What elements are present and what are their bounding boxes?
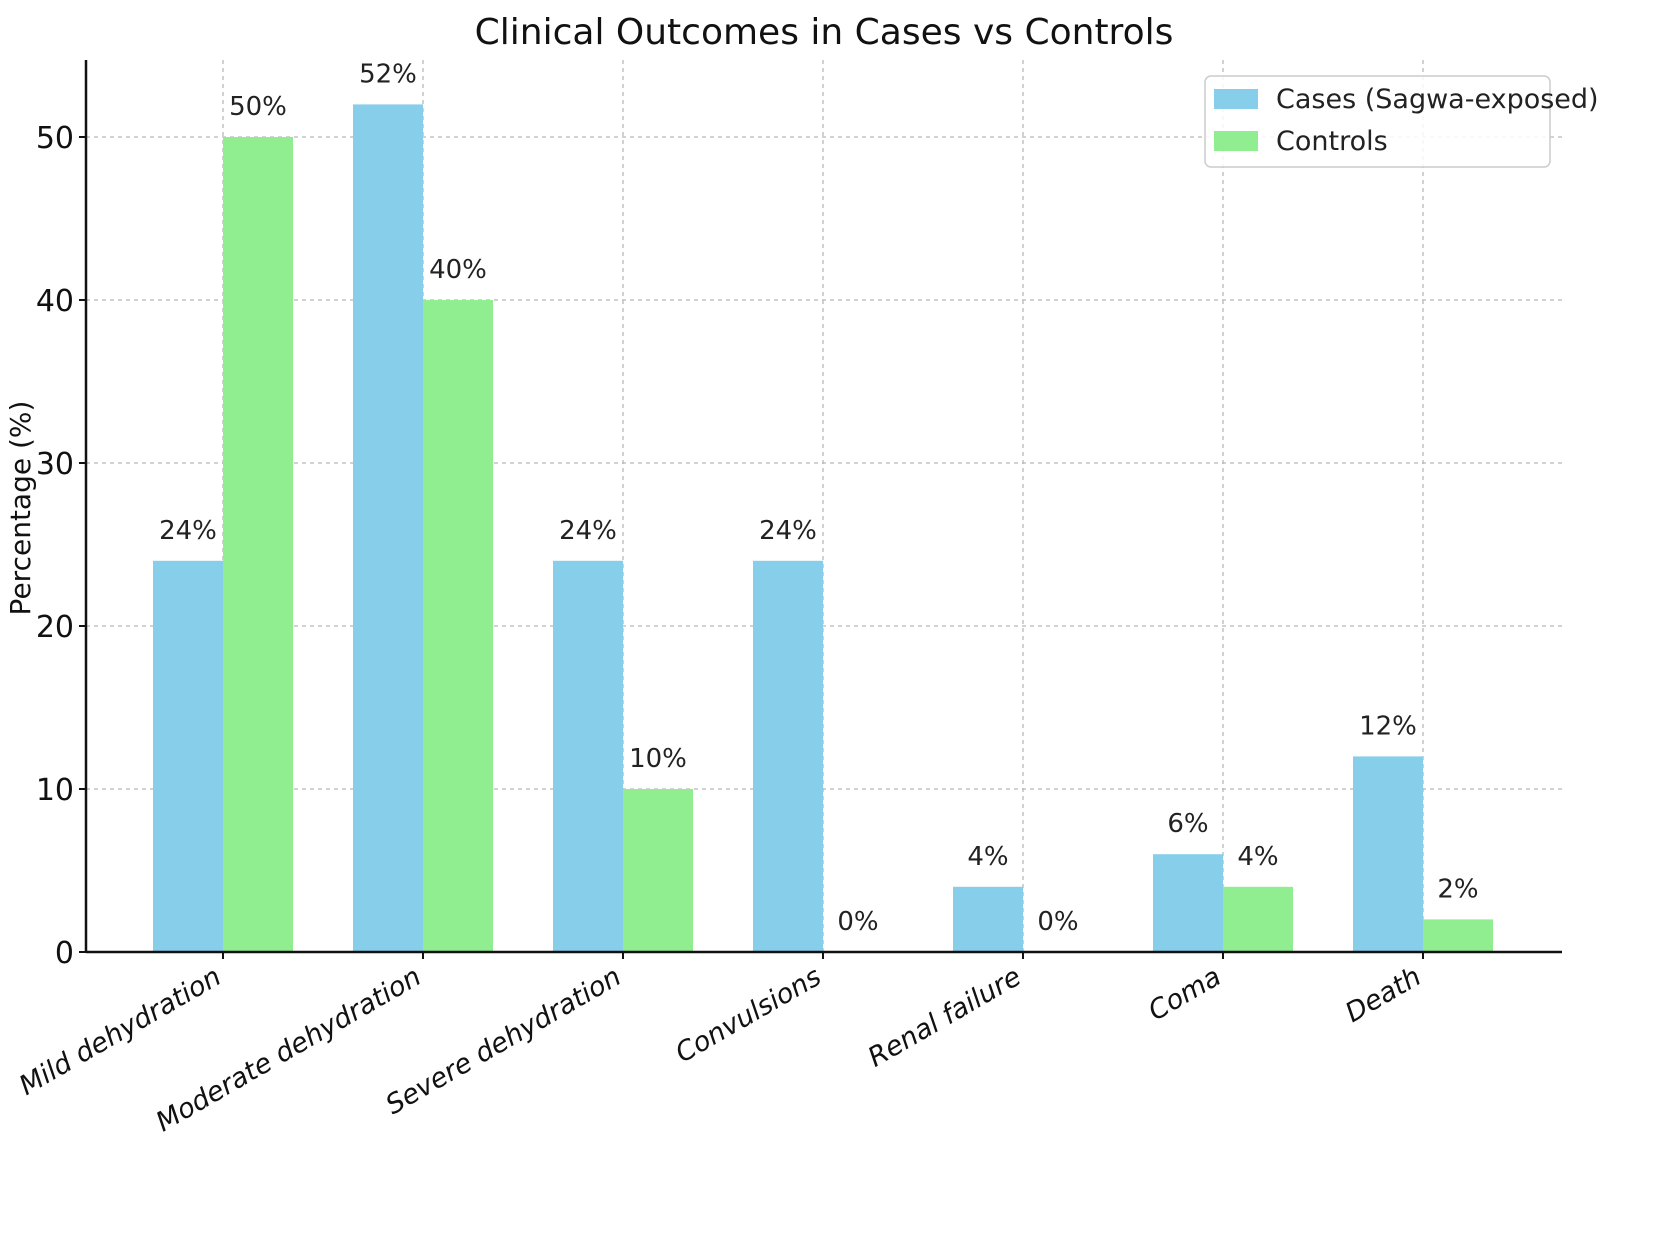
y-tick-label: 10: [36, 773, 74, 808]
y-tick-label: 20: [36, 610, 74, 645]
bar-cases: [353, 104, 423, 952]
x-tick-label: Convulsions: [670, 961, 826, 1069]
gridlines: [86, 60, 1562, 952]
x-tick-label: Renal failure: [863, 961, 1027, 1073]
bar-cases: [153, 560, 223, 952]
data-label-controls: 40%: [429, 255, 487, 285]
y-tick-label: 40: [36, 284, 74, 319]
data-label-controls: 4%: [1237, 842, 1278, 872]
y-tick-label: 30: [36, 447, 74, 482]
data-label-cases: 24%: [759, 516, 817, 546]
data-label-controls: 0%: [837, 907, 878, 937]
y-tick-label: 50: [36, 121, 74, 156]
bar-controls: [623, 789, 693, 952]
axes: [84, 60, 1562, 954]
data-label-cases: 24%: [559, 516, 617, 546]
x-tick-label: Death: [1340, 961, 1426, 1029]
data-label-controls: 10%: [629, 744, 687, 774]
bars: [153, 104, 1493, 952]
chart-title: Clinical Outcomes in Cases vs Controls: [475, 12, 1174, 53]
legend: Cases (Sagwa-exposed) Controls: [1204, 75, 1599, 168]
data-label-cases: 24%: [159, 516, 217, 546]
bar-cases: [753, 560, 823, 952]
y-ticks: 0 10 20 30 40 50: [36, 121, 86, 971]
y-axis-label: Percentage (%): [4, 401, 37, 616]
legend-label-controls: Controls: [1276, 126, 1388, 157]
bar-controls: [1223, 886, 1293, 952]
data-labels: 24% 50% 52% 40% 24% 10% 24% 0% 4% 0% 6% 4% 12% 2%: [159, 59, 1479, 937]
data-label-cases: 12%: [1359, 711, 1417, 741]
bar-controls: [223, 137, 293, 952]
bar-controls: [423, 300, 493, 952]
data-label-cases: 52%: [359, 59, 417, 89]
legend-swatch-controls: [1214, 131, 1258, 151]
bar-cases: [1353, 756, 1423, 952]
bar-cases: [1153, 854, 1223, 952]
data-label-controls: 0%: [1037, 907, 1078, 937]
bar-cases: [953, 886, 1023, 952]
y-tick-label: 0: [55, 936, 74, 971]
data-label-cases: 4%: [967, 842, 1008, 872]
bar-cases: [553, 560, 623, 952]
legend-label-cases: Cases (Sagwa-exposed): [1276, 84, 1599, 115]
x-tick-label: Mild dehydration: [14, 961, 226, 1102]
legend-frame: [1204, 75, 1551, 168]
data-label-controls: 50%: [229, 92, 287, 122]
legend-swatch-cases: [1214, 89, 1258, 109]
bar-controls: [1423, 919, 1493, 952]
data-label-controls: 2%: [1437, 874, 1478, 904]
data-label-cases: 6%: [1167, 809, 1208, 839]
x-tick-label: Coma: [1143, 961, 1226, 1027]
